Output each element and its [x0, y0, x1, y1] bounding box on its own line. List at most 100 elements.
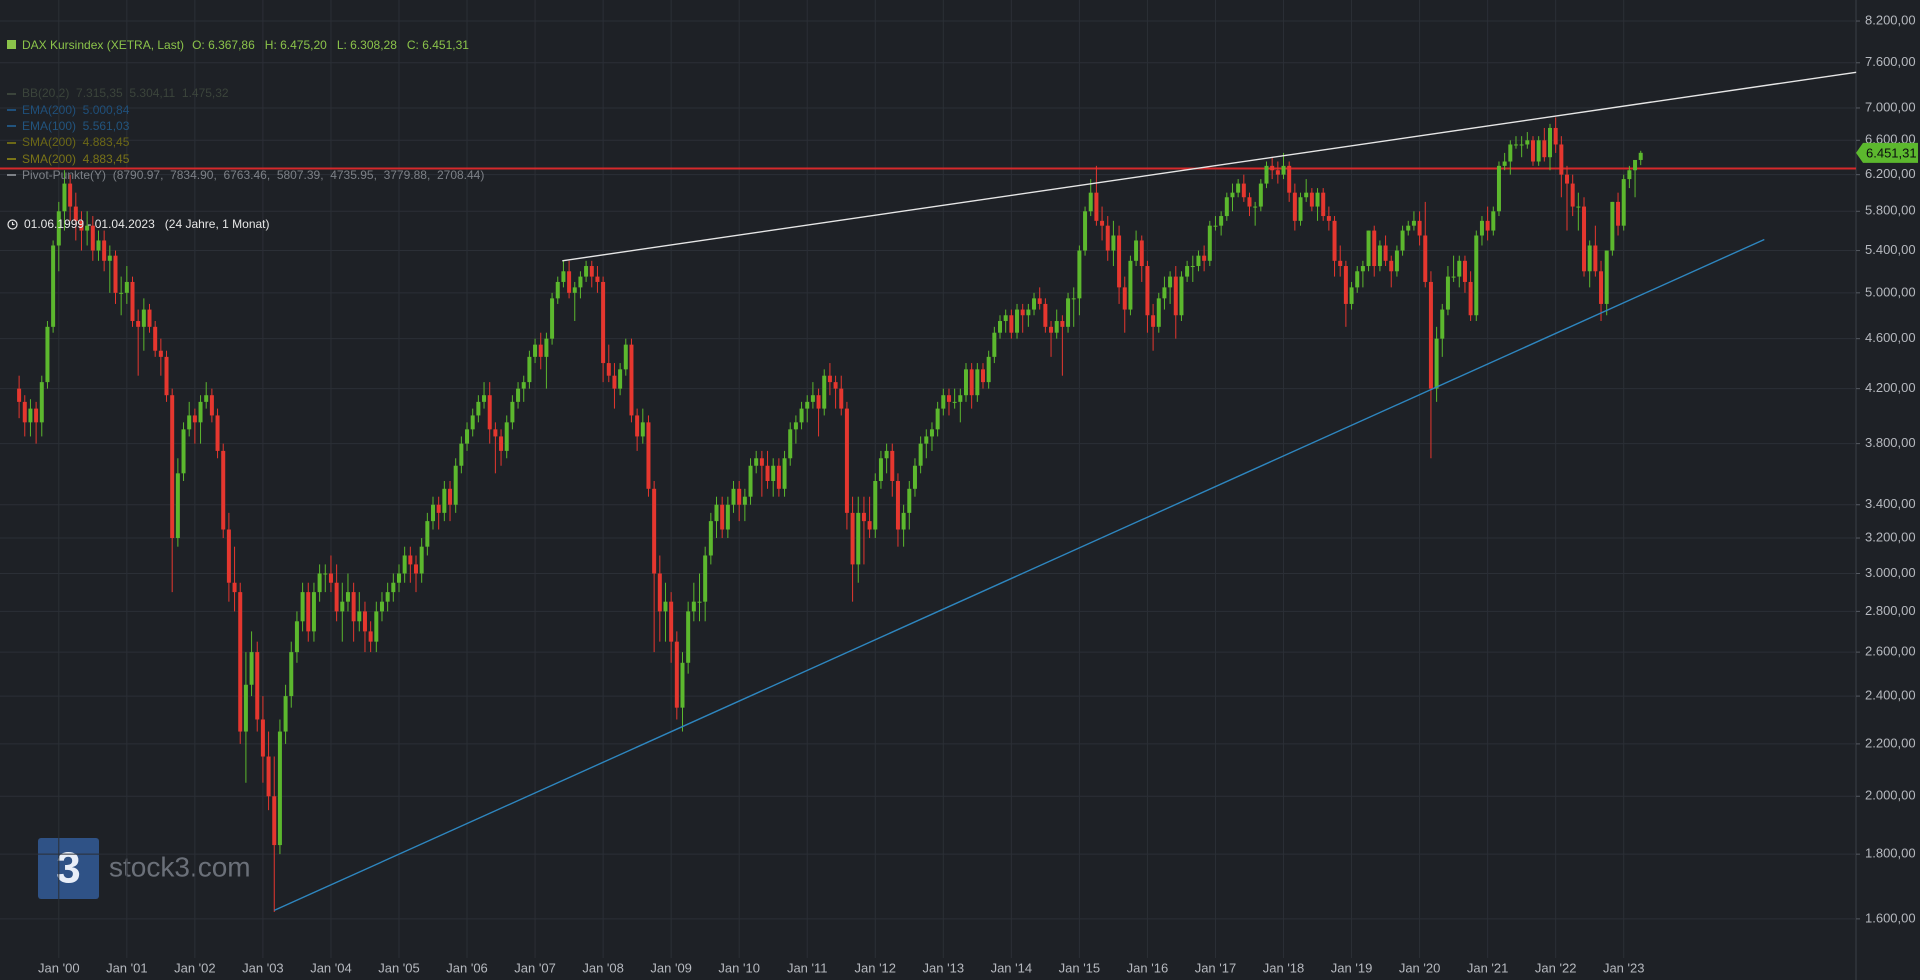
candle-body: [1241, 183, 1246, 198]
candle-body: [1389, 260, 1394, 272]
candle-body: [1530, 140, 1535, 162]
candle-body: [691, 601, 696, 612]
x-tick-label: Jan '18: [1263, 960, 1305, 975]
candle-body: [414, 564, 418, 574]
candle-body: [725, 504, 730, 530]
candle-body: [663, 601, 668, 612]
candle-body: [334, 582, 339, 612]
candle-body: [51, 245, 56, 327]
x-tick-label: Jan '12: [855, 960, 897, 975]
candle-body: [1599, 271, 1604, 304]
candle-body: [1117, 235, 1122, 288]
candle-body: [1179, 276, 1184, 316]
x-tick-label: Jan '08: [582, 960, 624, 975]
candle-body: [209, 395, 214, 416]
candle-body: [584, 266, 589, 277]
candle-body: [124, 281, 129, 293]
candle-body: [697, 601, 702, 603]
candle-body: [181, 429, 186, 474]
candle-body: [1054, 321, 1059, 333]
candle-body: [351, 592, 356, 622]
candle-body: [170, 395, 175, 539]
candle-body: [357, 611, 362, 622]
candle-body: [198, 401, 203, 423]
candle-body: [232, 582, 237, 593]
candle-body: [805, 401, 810, 409]
candle-body: [958, 395, 963, 402]
candle-body: [442, 488, 447, 513]
candle-body: [396, 573, 401, 583]
candle-body: [1190, 266, 1195, 268]
instrument-title: DAX Kursindex (XETRA, Last): [22, 37, 185, 52]
candle-body: [141, 309, 146, 327]
candle-body: [374, 611, 379, 642]
last-price-label: 6.451,31: [1866, 145, 1917, 160]
y-tick-label: 7.000,00: [1865, 99, 1916, 114]
candle-body: [34, 408, 39, 423]
candle-body: [901, 512, 906, 530]
x-tick-label: Jan '09: [650, 960, 692, 975]
x-tick-label: Jan '03: [242, 960, 284, 975]
candle-body: [113, 255, 118, 293]
candle-body: [62, 183, 67, 212]
candle-body: [861, 512, 866, 522]
candle-body: [1151, 315, 1156, 327]
candle-body: [1604, 250, 1609, 304]
candle-body: [17, 388, 22, 402]
candle-body: [924, 436, 929, 444]
candle-body: [1394, 250, 1399, 272]
candle-body: [68, 183, 73, 207]
candle-body: [992, 332, 997, 357]
candle-body: [799, 408, 804, 423]
logo-text: 3: [56, 844, 80, 893]
candle-body: [130, 281, 135, 322]
candle-body: [1406, 225, 1411, 231]
candle-body: [119, 292, 124, 294]
candle-body: [629, 344, 634, 416]
candle-body: [487, 395, 492, 430]
candle-body: [1366, 230, 1371, 267]
candle-body: [1326, 216, 1331, 221]
candle-body: [963, 369, 968, 396]
candle-body: [1213, 225, 1218, 227]
candle-body: [720, 504, 725, 530]
candle-body: [572, 287, 577, 293]
candle-body: [1633, 159, 1638, 171]
indicator-list: BB(20,2) 7.315,35 5.304,11 1.475,32 EMA(2…: [7, 85, 484, 183]
candle-body: [1440, 309, 1445, 339]
candle-body: [680, 662, 685, 708]
candle-body: [238, 592, 243, 732]
candle-body: [714, 504, 719, 522]
candle-body: [1434, 338, 1439, 389]
candle-body: [192, 415, 197, 423]
candle-body: [1066, 298, 1071, 327]
candle-body: [510, 401, 515, 423]
clock-icon: [7, 218, 18, 230]
candle-body: [550, 298, 555, 339]
candle-body: [1582, 206, 1587, 272]
x-tick-label: Jan '05: [378, 960, 420, 975]
candle-body: [1037, 298, 1042, 304]
y-tick-label: 2.200,00: [1865, 735, 1916, 750]
candle-body: [1428, 281, 1433, 389]
candle-body: [1479, 220, 1484, 236]
indicator: SMA(200) 4.883,45: [7, 151, 484, 167]
candle-body: [618, 369, 623, 389]
candle-body: [1049, 326, 1054, 333]
candle-body: [1253, 206, 1258, 208]
y-tick-label: 2.000,00: [1865, 788, 1916, 803]
candle-body: [810, 395, 815, 402]
x-tick-label: Jan '19: [1331, 960, 1373, 975]
candle-body: [1349, 287, 1354, 304]
indicator-swatch: [7, 174, 16, 177]
candle-body: [1281, 165, 1286, 175]
candle-body: [448, 488, 453, 505]
candle-body: [1207, 225, 1212, 261]
candle-body: [929, 429, 934, 437]
watermark-text: stock3.com: [109, 851, 251, 882]
candle-body: [226, 529, 231, 583]
candle-body: [635, 415, 640, 437]
candle-body: [1513, 144, 1518, 146]
y-tick-label: 5.400,00: [1865, 242, 1916, 257]
